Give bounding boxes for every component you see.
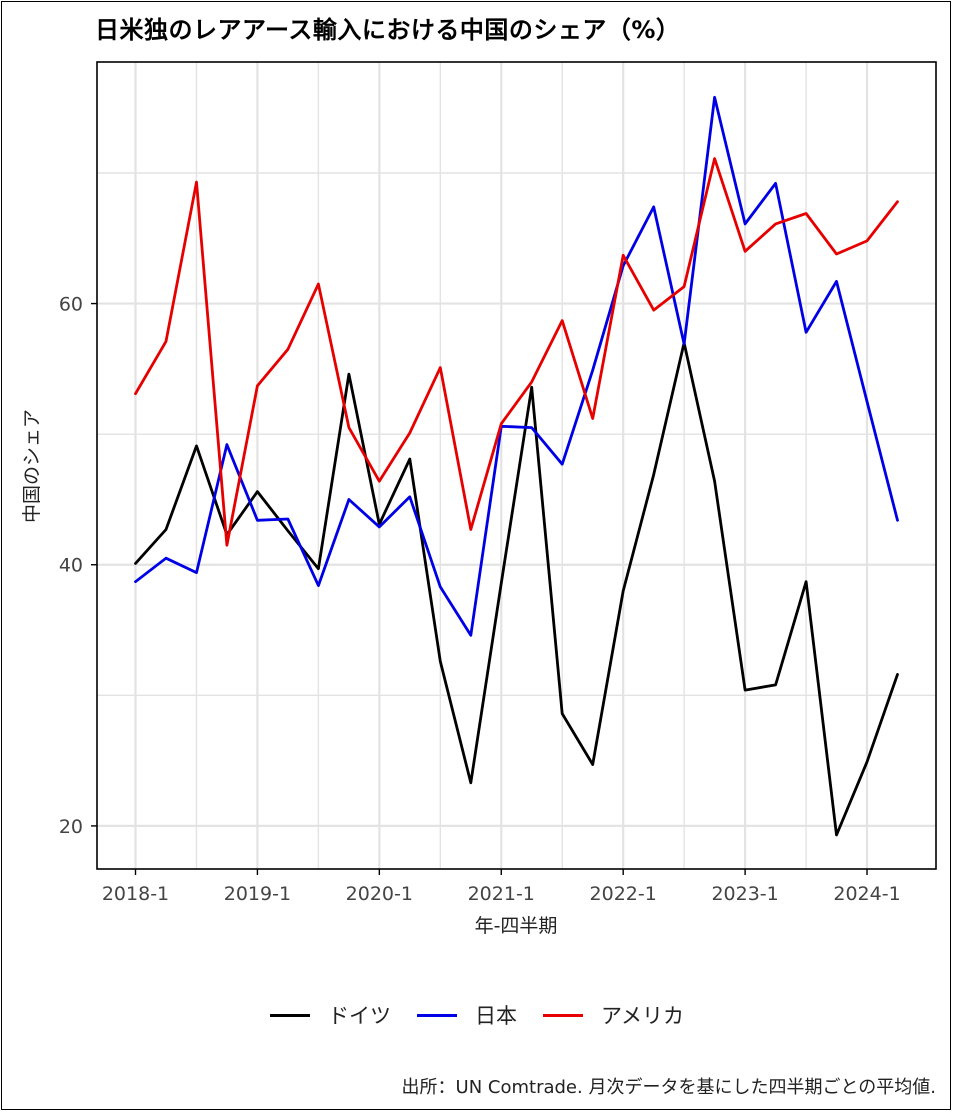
legend: ドイツ 日本 アメリカ [0,998,954,1032]
legend-label: アメリカ [601,1004,684,1028]
x-tick-label: 2019-1 [224,883,291,905]
x-tick-label: 2021-1 [468,883,535,905]
plot-panel-border [96,61,937,870]
legend-item: 日本 [417,1000,517,1030]
legend-item: ドイツ [270,1000,391,1030]
x-tick-label: 2018-1 [102,883,169,905]
y-axis-label: 中国のシェア [21,409,43,523]
series-line-2 [134,157,899,547]
legend-swatch [543,1013,584,1017]
legend-item: アメリカ [543,1000,684,1030]
legend-swatch [270,1013,311,1017]
y-tick-label: 40 [59,555,83,577]
x-tick-label: 2023-1 [711,883,778,905]
y-axis: 20 40 60 [59,294,97,838]
x-tick-label: 2024-1 [833,883,900,905]
y-tick-label: 20 [59,816,83,838]
source-caption: 出所：UN Comtrade. 月次データを基にした四半期ごとの平均値. [401,1077,936,1098]
series-lines [134,95,899,837]
x-tick-label: 2022-1 [590,883,657,905]
x-axis: 2018-1 2019-1 2020-1 2021-1 2022-1 2023-1 2024… [102,869,901,905]
legend-swatch [417,1013,458,1017]
grid [97,62,936,869]
series-line-0 [134,341,899,837]
x-tick-label: 2020-1 [346,883,413,905]
legend-label: ドイツ [328,1004,392,1028]
chart-title: 日米独のレアアース輸入における中国のシェア（%） [95,16,681,44]
y-tick-label: 60 [59,294,83,316]
legend-label: 日本 [475,1004,518,1028]
x-axis-label: 年-四半期 [475,915,558,937]
series-line-1 [134,95,899,637]
